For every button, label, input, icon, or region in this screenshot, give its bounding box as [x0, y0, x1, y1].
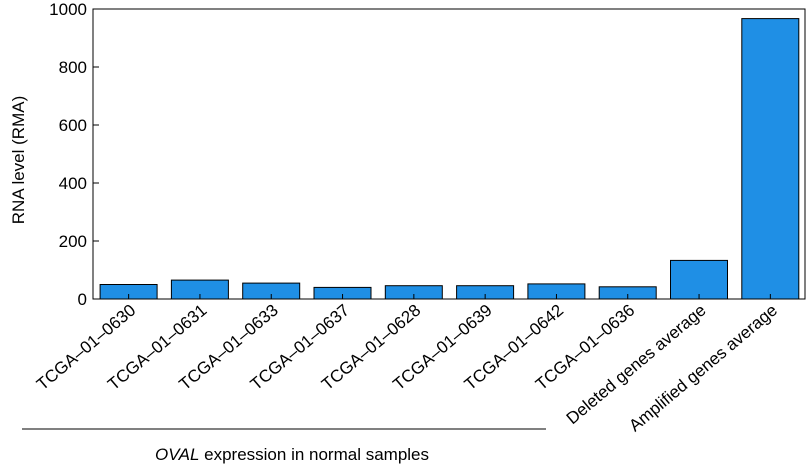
y-tick-label: 800 — [59, 58, 87, 77]
bar — [741, 18, 800, 300]
group-annotation: OVAL expression in normal samples — [155, 445, 429, 464]
y-tick-label: 0 — [78, 290, 87, 309]
y-axis-label: RNA level (RMA) — [9, 96, 28, 224]
x-tick-label: Deleted genes average — [563, 301, 710, 429]
y-tick-label: 400 — [59, 174, 87, 193]
y-tick-label: 1000 — [49, 0, 87, 19]
group-annotation-rest: expression in normal samples — [199, 445, 429, 464]
bar — [670, 259, 728, 300]
plot-frame — [92, 8, 806, 300]
plot-area — [92, 8, 806, 300]
y-tick-label: 600 — [59, 116, 87, 135]
group-annotation-gene: OVAL — [155, 445, 199, 464]
x-tick-label: Amplified genes average — [625, 301, 781, 436]
y-axis: 0 200 400 600 800 1000 — [49, 0, 99, 309]
y-tick-label: 200 — [59, 232, 87, 251]
x-axis: TCGA–01–0630TCGA–01–0631TCGA–01–0633TCGA… — [33, 294, 781, 435]
